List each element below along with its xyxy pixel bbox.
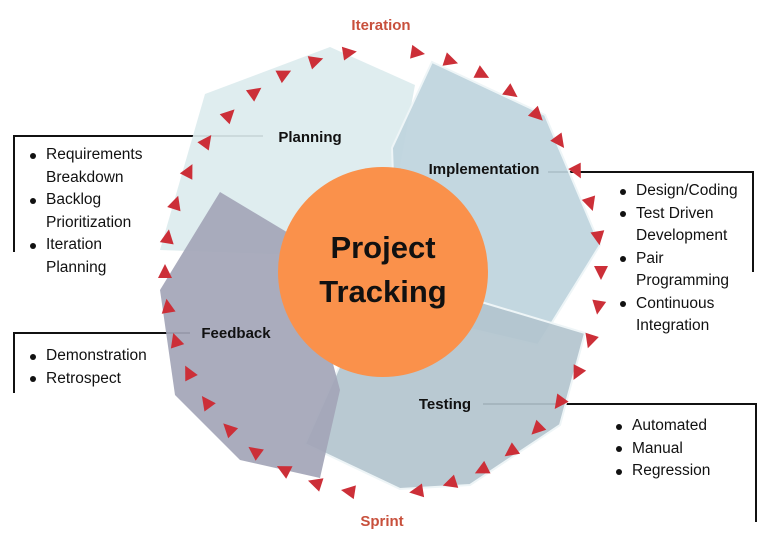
testing-list-item-text: Manual [632, 439, 683, 457]
cycle-arrow-icon [341, 46, 357, 61]
cycle-arrow-icon [170, 332, 185, 349]
implementation-list-item-text: Continuous [636, 294, 715, 312]
cycle-arrow-icon [568, 162, 581, 179]
implementation-list-item-text: Pair [636, 249, 664, 267]
cycle-arrow-icon [201, 396, 216, 412]
feedback-title: Feedback [201, 325, 271, 342]
sprint-label: Sprint [360, 513, 403, 530]
feedback-list-item-text: Retrospect [46, 369, 121, 387]
cycle-arrow-icon [442, 474, 459, 488]
implementation-list-item-text: Development [636, 227, 728, 244]
cycle-arrow-ring [158, 44, 608, 500]
feedback-list-item-text: Demonstration [46, 347, 147, 364]
cycle-arrow-icon [554, 393, 569, 409]
cycle-arrow-icon [573, 364, 587, 380]
cycle-arrow-icon [585, 332, 599, 349]
testing-list-item: Manual [610, 438, 710, 461]
cycle-arrow-icon [502, 83, 518, 98]
testing-list-item: Automated [610, 415, 710, 438]
center-title-line1: Project [330, 230, 435, 265]
planning-list: Requirements Breakdown Backlog Prioritizati… [24, 144, 143, 279]
cycle-arrow-icon [409, 483, 425, 498]
implementation-list-item-text: Test Driven [636, 204, 714, 222]
cycle-arrow-icon [594, 266, 608, 280]
testing-bracket [483, 403, 757, 522]
iteration-label: Iteration [351, 17, 410, 34]
cycle-arrow-icon [504, 442, 521, 457]
cycle-arrow-icon [592, 299, 607, 315]
planning-list-item-text: Iteration [46, 236, 103, 253]
feedback-list: Demonstration Retrospect [24, 345, 147, 390]
implementation-list-item: Continuous Integration [614, 293, 738, 338]
cycle-arrow-icon [474, 460, 491, 474]
cycle-arrow-icon [245, 87, 262, 102]
cycle-arrow-icon [276, 466, 293, 479]
implementation-title: Implementation [429, 161, 540, 178]
testing-list-item-text: Regression [632, 462, 711, 479]
cycle-arrow-icon [158, 264, 172, 278]
testing-list-item: Regression [610, 460, 710, 483]
planning-list-item-text: Breakdown [46, 168, 124, 186]
feedback-list-item: Demonstration [24, 345, 147, 368]
planning-list-item-text: Planning [46, 258, 107, 276]
planning-bracket [13, 135, 263, 252]
cycle-arrow-icon [410, 44, 426, 59]
testing-list: Automated Manual Regression [610, 415, 710, 483]
planning-title: Planning [278, 129, 341, 146]
cycle-arrow-icon [550, 132, 565, 148]
testing-title: Testing [419, 396, 471, 413]
implementation-list-item-text: Design/Coding [636, 182, 738, 199]
implementation-list-item: Design/Coding [614, 180, 738, 203]
cycle-arrow-icon [248, 446, 264, 461]
planning-list-item: Iteration Planning [24, 234, 143, 279]
implementation-list-item: Test Driven Development [614, 203, 738, 248]
planning-list-item-text: Requirements [46, 146, 143, 163]
cycle-arrow-icon [473, 65, 490, 78]
cycle-arrow-icon [185, 365, 198, 382]
feedback-list-item: Retrospect [24, 368, 147, 391]
planning-list-item-text: Prioritization [46, 213, 132, 231]
cycle-arrow-icon [161, 298, 176, 314]
cycle-arrow-icon [197, 135, 212, 151]
cycle-arrow-icon [275, 70, 292, 84]
testing-list-item-text: Automated [632, 417, 707, 434]
planning-list-item: Requirements Breakdown [24, 144, 143, 189]
cycle-arrow-icon [581, 195, 596, 212]
feedback-bracket [13, 332, 190, 393]
cycle-arrow-icon [179, 164, 193, 180]
cycle-arrow-icon [340, 485, 356, 500]
cycle-arrow-icon [307, 478, 324, 492]
cycle-arrow-icon [159, 229, 174, 245]
implementation-list: Design/Coding Test Driven Development Pair P… [614, 180, 738, 338]
cycle-arrow-icon [442, 52, 459, 66]
planning-list-item: Backlog Prioritization [24, 189, 143, 234]
cycle-arrow-icon [167, 195, 181, 212]
center-title-line2: Tracking [319, 274, 447, 309]
cycle-arrow-icon [590, 230, 605, 246]
implementation-list-item-text: Programming [636, 272, 730, 289]
center-circle [278, 167, 488, 377]
cycle-arrow-icon [307, 56, 324, 70]
implementation-list-item: Pair Programming [614, 248, 738, 293]
implementation-list-item-text: Integration [636, 317, 710, 334]
implementation-bracket [548, 171, 754, 272]
planning-list-item-text: Backlog [46, 191, 102, 208]
